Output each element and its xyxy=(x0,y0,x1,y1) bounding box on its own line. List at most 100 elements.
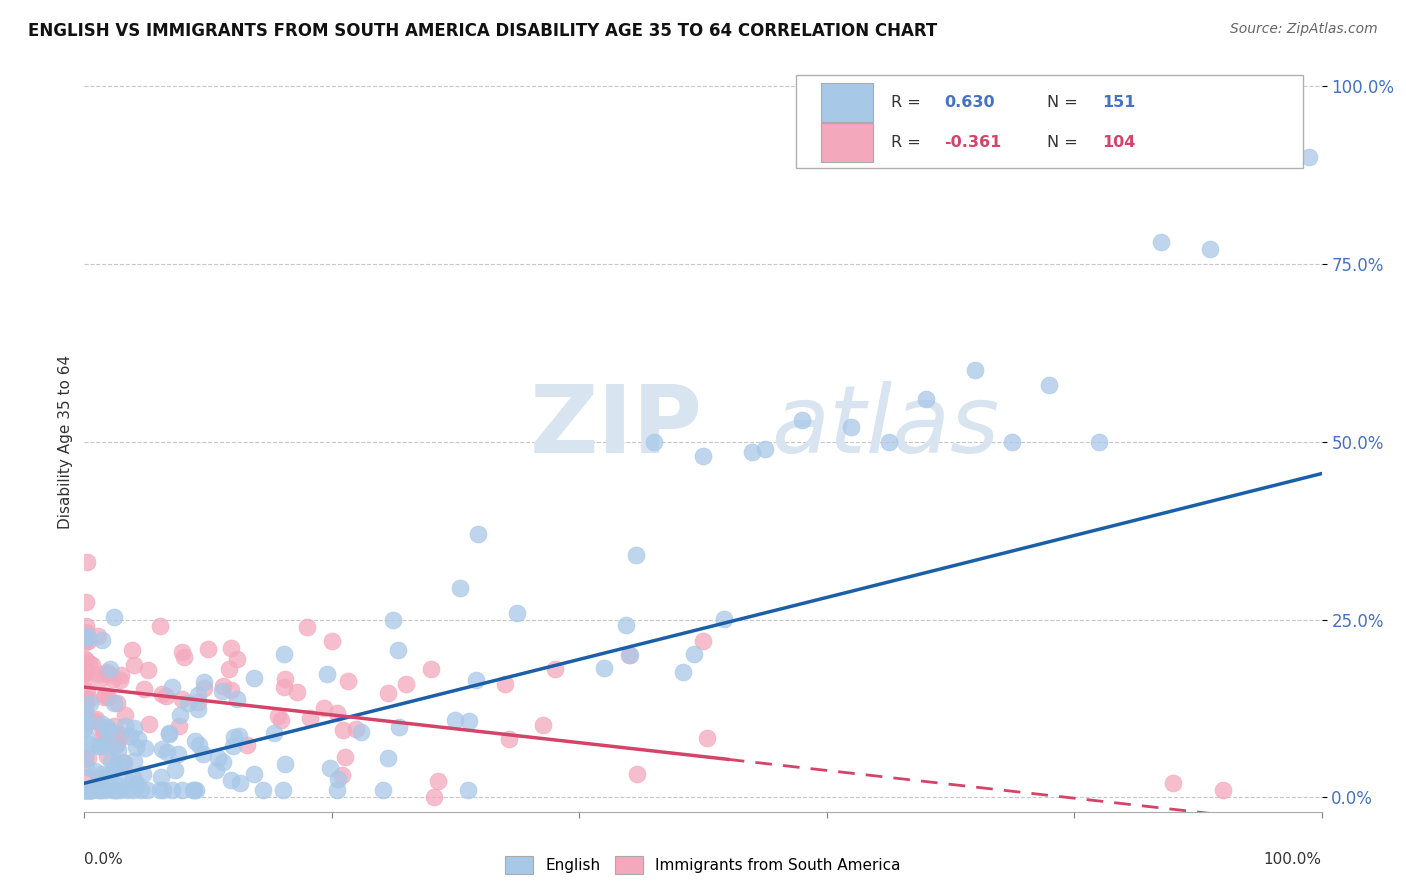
Point xyxy=(91,633,114,648)
Point xyxy=(330,768,353,782)
Point xyxy=(225,692,247,706)
Point xyxy=(75,729,97,743)
Point xyxy=(77,631,100,645)
Point xyxy=(101,672,124,686)
Point xyxy=(273,672,295,686)
Point xyxy=(134,740,156,755)
Point xyxy=(423,790,446,805)
Point xyxy=(75,770,97,784)
Point xyxy=(122,658,145,673)
Point xyxy=(377,686,399,700)
Point xyxy=(316,667,339,681)
Point xyxy=(150,741,173,756)
Point xyxy=(713,611,735,625)
Point xyxy=(91,722,114,736)
Point xyxy=(122,771,145,785)
Point xyxy=(321,633,343,648)
Point xyxy=(73,783,96,797)
Text: atlas: atlas xyxy=(770,381,1000,472)
Point xyxy=(543,662,565,676)
Point xyxy=(79,783,101,797)
Point xyxy=(101,763,124,777)
Point xyxy=(155,689,177,703)
Point xyxy=(671,665,693,679)
Point xyxy=(75,651,97,665)
Point xyxy=(211,684,233,698)
Point xyxy=(76,751,98,765)
Point xyxy=(108,728,131,742)
Point xyxy=(419,662,441,676)
Point xyxy=(89,739,111,753)
Point xyxy=(117,774,139,789)
Point xyxy=(75,759,97,773)
Point xyxy=(73,661,96,675)
Point xyxy=(104,739,127,754)
Point xyxy=(73,632,96,647)
Point xyxy=(344,723,367,737)
Point xyxy=(387,643,409,657)
Text: N =: N = xyxy=(1047,95,1083,110)
Point xyxy=(103,719,125,733)
Point xyxy=(110,730,132,744)
Point xyxy=(80,783,103,797)
Point xyxy=(103,610,125,624)
Point xyxy=(167,718,190,732)
Point xyxy=(80,783,103,797)
Point xyxy=(96,749,118,764)
Point xyxy=(110,783,132,797)
Point xyxy=(377,750,399,764)
Point xyxy=(89,672,111,686)
Point xyxy=(73,666,96,681)
Point xyxy=(173,650,195,665)
Point xyxy=(96,783,118,797)
Point xyxy=(132,766,155,780)
Point xyxy=(73,635,96,649)
Point xyxy=(107,756,129,770)
Point xyxy=(531,718,554,732)
Point xyxy=(129,783,152,797)
Point xyxy=(219,773,242,788)
Point xyxy=(98,663,121,677)
Point xyxy=(122,754,145,768)
Point xyxy=(108,758,131,772)
Point xyxy=(494,676,516,690)
Point xyxy=(184,783,207,797)
Point xyxy=(76,625,98,640)
Point xyxy=(692,633,714,648)
Point xyxy=(73,693,96,707)
Point xyxy=(79,783,101,797)
Point xyxy=(314,701,336,715)
Text: Source: ZipAtlas.com: Source: ZipAtlas.com xyxy=(1230,22,1378,37)
Point xyxy=(332,723,354,737)
Point xyxy=(73,721,96,735)
Point xyxy=(76,782,98,797)
Point xyxy=(626,767,648,781)
Point xyxy=(93,726,115,740)
Point xyxy=(73,717,96,731)
Point xyxy=(93,690,115,705)
Point xyxy=(84,714,107,729)
Point xyxy=(118,729,141,743)
Point xyxy=(790,413,813,427)
Point xyxy=(498,731,520,746)
Point xyxy=(841,420,863,434)
Point xyxy=(105,696,128,710)
Point xyxy=(84,764,107,779)
Point xyxy=(207,750,229,764)
Point xyxy=(77,737,100,751)
Point xyxy=(1001,434,1024,449)
Point xyxy=(77,634,100,648)
Point xyxy=(160,783,183,797)
Point xyxy=(170,783,193,797)
Point xyxy=(80,783,103,797)
Point xyxy=(177,697,200,711)
Point xyxy=(75,663,97,677)
Point xyxy=(395,676,418,690)
Point xyxy=(136,663,159,677)
Point xyxy=(73,783,96,797)
Point xyxy=(1161,776,1184,790)
Point xyxy=(75,703,97,717)
Point xyxy=(219,682,242,697)
Point xyxy=(111,755,134,769)
Point xyxy=(100,766,122,780)
